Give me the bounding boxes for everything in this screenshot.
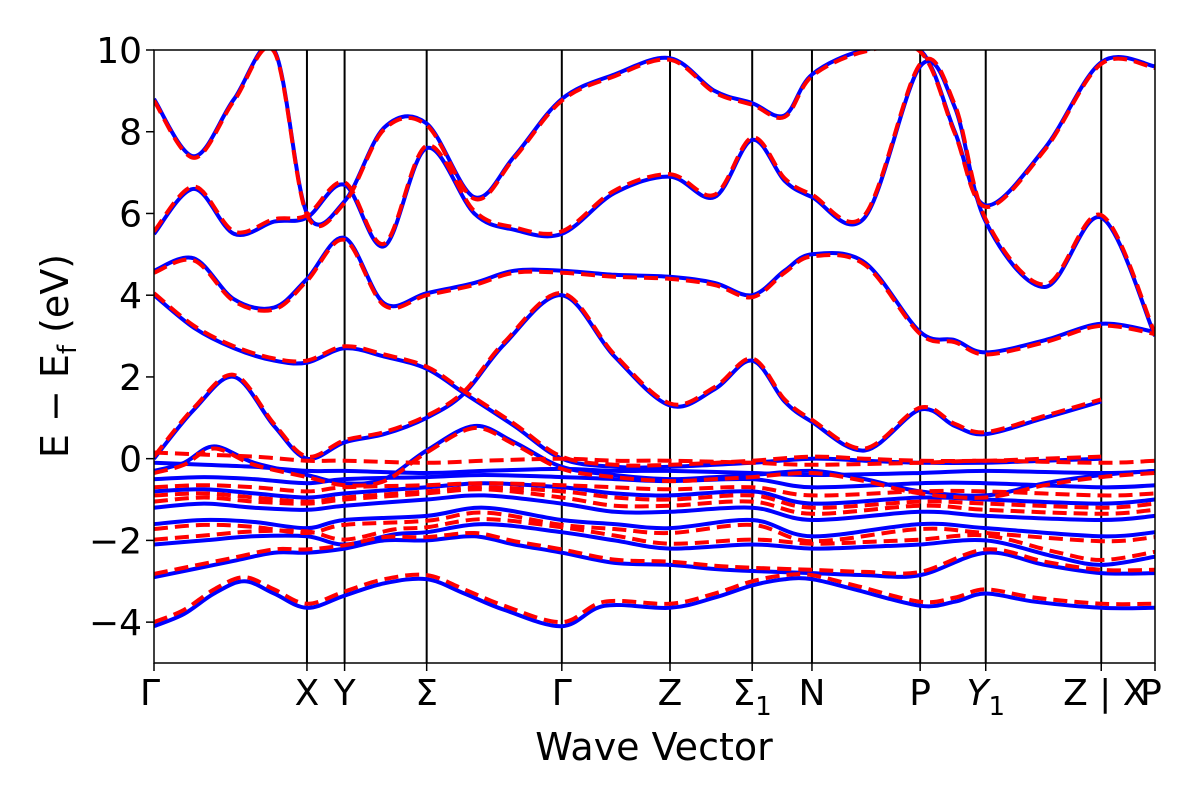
y-axis-title-main: E − E — [33, 354, 77, 458]
band-line-solid — [154, 576, 1155, 629]
plot-frame — [153, 49, 1156, 664]
x-tick-label: Z | X — [1063, 673, 1147, 714]
band-line-solid — [154, 423, 1155, 498]
y-axis-title-sub: f — [53, 344, 83, 354]
x-tick-label: Σ — [415, 673, 438, 714]
band-line-dashed — [154, 425, 1155, 500]
y-tick-label: −2 — [89, 521, 142, 562]
x-tick-label: P — [1140, 673, 1162, 714]
band-line-dashed — [154, 485, 1155, 510]
band-line-solid — [154, 460, 1155, 478]
svg-text:E − Ef (eV): E − Ef (eV) — [33, 254, 83, 458]
band-line-solid — [154, 472, 1155, 490]
band-line-dashed — [154, 56, 1155, 335]
band-line-solid — [154, 293, 1102, 470]
band-line-dashed — [154, 530, 1155, 576]
band-line-solid — [154, 293, 1102, 461]
x-tick-label: Y1 — [966, 673, 1005, 722]
x-tick-label: Y — [333, 673, 357, 714]
x-tick-label: Γ — [552, 673, 572, 714]
band-line-dashed — [154, 572, 1155, 625]
band-line-dashed — [154, 291, 1102, 468]
band-line-dashed — [154, 487, 1155, 516]
band-line-dashed — [154, 450, 1155, 467]
band-line-dashed — [154, 50, 1155, 229]
kpoint-vertical-lines — [305, 50, 1103, 663]
y-tick-label: −4 — [89, 603, 142, 644]
y-axis-title: E − Ef (eV) — [33, 254, 83, 458]
y-tick-label: 8 — [119, 113, 142, 154]
y-tick-label: 10 — [96, 31, 142, 72]
y-tick-label: 2 — [119, 358, 142, 399]
x-tick-label: Σ1 — [733, 673, 772, 722]
y-axis-title-unit: (eV) — [33, 254, 77, 345]
band-line-solid — [154, 493, 1155, 523]
y-axis-ticks: −4 −2 0 2 4 6 8 10 — [89, 31, 154, 644]
x-tick-label: P — [909, 673, 931, 714]
x-tick-label: X — [295, 673, 320, 714]
x-axis-ticks: Γ X Y Σ Γ Z Σ1 N P Y1 Z | XP — [140, 663, 1162, 722]
x-tick-label: Γ — [140, 673, 160, 714]
y-tick-label: 0 — [119, 440, 142, 481]
band-line-solid — [154, 534, 1155, 580]
x-tick-label: Z — [658, 673, 683, 714]
y-tick-label: 4 — [119, 276, 142, 317]
band-line-solid — [154, 522, 1155, 567]
band-line-dashed — [154, 237, 1155, 357]
band-line-solid — [154, 505, 1155, 539]
band-lines — [154, 50, 1155, 629]
y-tick-label: 6 — [119, 194, 142, 235]
x-tick-label: N — [798, 673, 825, 714]
x-axis-title: Wave Vector — [535, 725, 773, 769]
band-line-dashed — [154, 291, 1102, 459]
band-line-dashed — [154, 481, 1155, 498]
